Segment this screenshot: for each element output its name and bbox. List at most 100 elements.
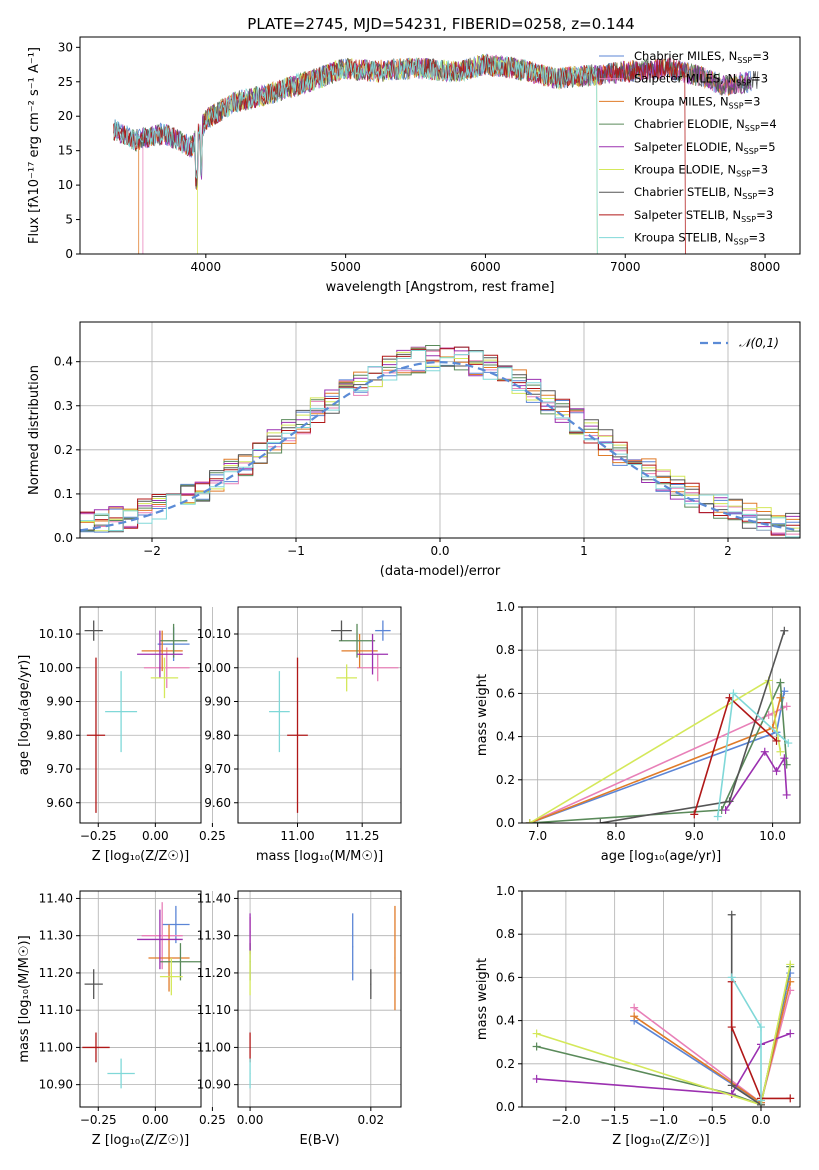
x-tick-label: −0.25 (80, 829, 117, 843)
y-tick-label: 0.8 (496, 643, 515, 657)
series-marker (780, 754, 789, 763)
x-axis-label: age [log₁₀(age/yr)] (601, 849, 722, 864)
x-axis-label: Z [log₁₀(Z/Z☉)] (92, 1133, 189, 1148)
data-point (249, 1046, 251, 1049)
x-tick-label: −2 (143, 544, 161, 558)
x-tick-label: 1 (580, 544, 588, 558)
series-marker (596, 819, 605, 823)
y-tick-label: 10.00 (39, 661, 73, 675)
series-marker (784, 739, 793, 748)
y-tick-label: 0.2 (496, 773, 515, 787)
y-tick-label: 0.0 (54, 531, 73, 545)
series-line (730, 981, 791, 1100)
y-tick-label: 11.10 (197, 1003, 231, 1017)
series-marker (721, 806, 730, 815)
y-tick-label: 0.1 (54, 487, 73, 501)
series-marker (786, 1029, 795, 1038)
data-point (168, 957, 170, 959)
y-tick-label: 11.10 (39, 1003, 73, 1017)
axes-frame (79, 36, 801, 255)
series-line (529, 705, 788, 823)
y-tick-label: 0.6 (496, 686, 515, 700)
legend-entry: Salpeter ELODIE, NSSP=5 (634, 140, 776, 156)
series-marker (760, 747, 769, 756)
x-tick-label: 11.25 (345, 829, 379, 843)
panel-massweight_vs_age: 7.0 8.0 9.0 10.0 0.0 0.2 0.4 0.6 0.8 1.0 age [log₁… (475, 600, 801, 864)
x-tick-label: 9.0 (685, 829, 704, 843)
x-tick-label: −0.25 (80, 1113, 117, 1127)
data-point (278, 711, 280, 713)
x-tick-label: 7.0 (528, 829, 547, 843)
series-marker (756, 1023, 765, 1032)
y-tick-label: 10 (58, 178, 73, 192)
x-tick-label: −1.0 (649, 1113, 678, 1127)
panel-massweight_vs_Z: −2.0 −1.5 −1.0 −0.5 0.0 0.0 0.2 0.4 0.6 0.8 1.0 Z [… (475, 884, 801, 1148)
y-tick-label: 11.20 (197, 966, 231, 980)
series-marker (772, 767, 781, 776)
series-marker (780, 626, 789, 635)
x-tick-label: 4000 (191, 260, 222, 274)
y-tick-label: 0.2 (496, 1057, 515, 1071)
data-point (370, 983, 372, 985)
legend-entry: Kroupa STELIB, NSSP=3 (634, 231, 765, 247)
data-point (359, 650, 361, 652)
y-axis-label: mass [log₁₀(M/M☉)] (17, 935, 32, 1062)
series-marker (713, 812, 722, 821)
series-marker (727, 1023, 736, 1032)
y-tick-label: 0.3 (54, 399, 73, 413)
y-axis-label: age [log₁₀(age/yr)] (17, 655, 32, 776)
series-marker (782, 790, 791, 799)
axes-frame (237, 890, 402, 1108)
y-tick-label: 1.0 (496, 884, 515, 898)
y-tick-label: 9.80 (46, 728, 73, 742)
data-point (356, 640, 358, 642)
x-tick-label: 0.00 (237, 1113, 264, 1127)
series-line (536, 1032, 791, 1095)
x-axis-label: mass [log₁₀(M/M☉)] (256, 849, 383, 864)
data-point (179, 961, 182, 963)
legend-entry: Kroupa ELODIE, NSSP=3 (634, 163, 768, 179)
series-marker (690, 810, 699, 819)
data-point (340, 630, 343, 632)
data-point (173, 640, 175, 642)
y-tick-label: 11.20 (39, 966, 73, 980)
data-point (249, 931, 251, 933)
series-line (717, 691, 789, 817)
plot-area (82, 902, 201, 1089)
y-tick-label: 0 (65, 247, 73, 261)
x-tick-label: 0.02 (357, 1113, 384, 1127)
series-marker (725, 797, 734, 806)
x-tick-label: −1.5 (600, 1113, 629, 1127)
y-tick-label: 11.40 (197, 891, 231, 905)
data-point (352, 946, 354, 948)
y-axis-label: Normed distribution (27, 365, 42, 495)
normal-curve (80, 360, 800, 532)
x-axis-label: E(B-V) (299, 1133, 339, 1148)
y-tick-label: 0.8 (496, 927, 515, 941)
x-tick-label: 10.0 (759, 829, 786, 843)
series-marker (729, 689, 738, 698)
x-tick-label: 7000 (610, 260, 641, 274)
axes-frame (521, 890, 801, 1108)
x-tick-label: 0.25 (199, 1113, 226, 1127)
y-tick-label: 0.4 (496, 1014, 515, 1028)
x-tick-label: 8000 (750, 260, 781, 274)
data-point (159, 938, 161, 941)
legend-entry: Chabrier MILES, NSSP=3 (634, 49, 769, 65)
histogram-line (80, 350, 800, 538)
y-tick-label: 0.0 (496, 1100, 515, 1114)
data-point (394, 957, 396, 959)
data-point (120, 1072, 122, 1075)
data-point (161, 650, 163, 652)
panel-spectrum: 4000 5000 6000 7000 8000 0 5 10 15 20 25 30 Chabrier… (27, 36, 801, 295)
panel-mass_vs_EBV: 0.00 0.02 10.90 11.00 11.10 11.20 11.30 11.40 E(… (197, 890, 402, 1148)
y-tick-label: 0.4 (496, 730, 515, 744)
series-marker (532, 1042, 541, 1051)
x-tick-label: 5000 (330, 260, 361, 274)
spectrum-line (197, 53, 598, 254)
series-marker (786, 960, 795, 969)
legend-entry: Chabrier ELODIE, NSSP=4 (634, 117, 777, 133)
y-tick-label: 9.90 (204, 695, 231, 709)
series-marker (727, 973, 736, 982)
spectrum-line (113, 54, 598, 254)
